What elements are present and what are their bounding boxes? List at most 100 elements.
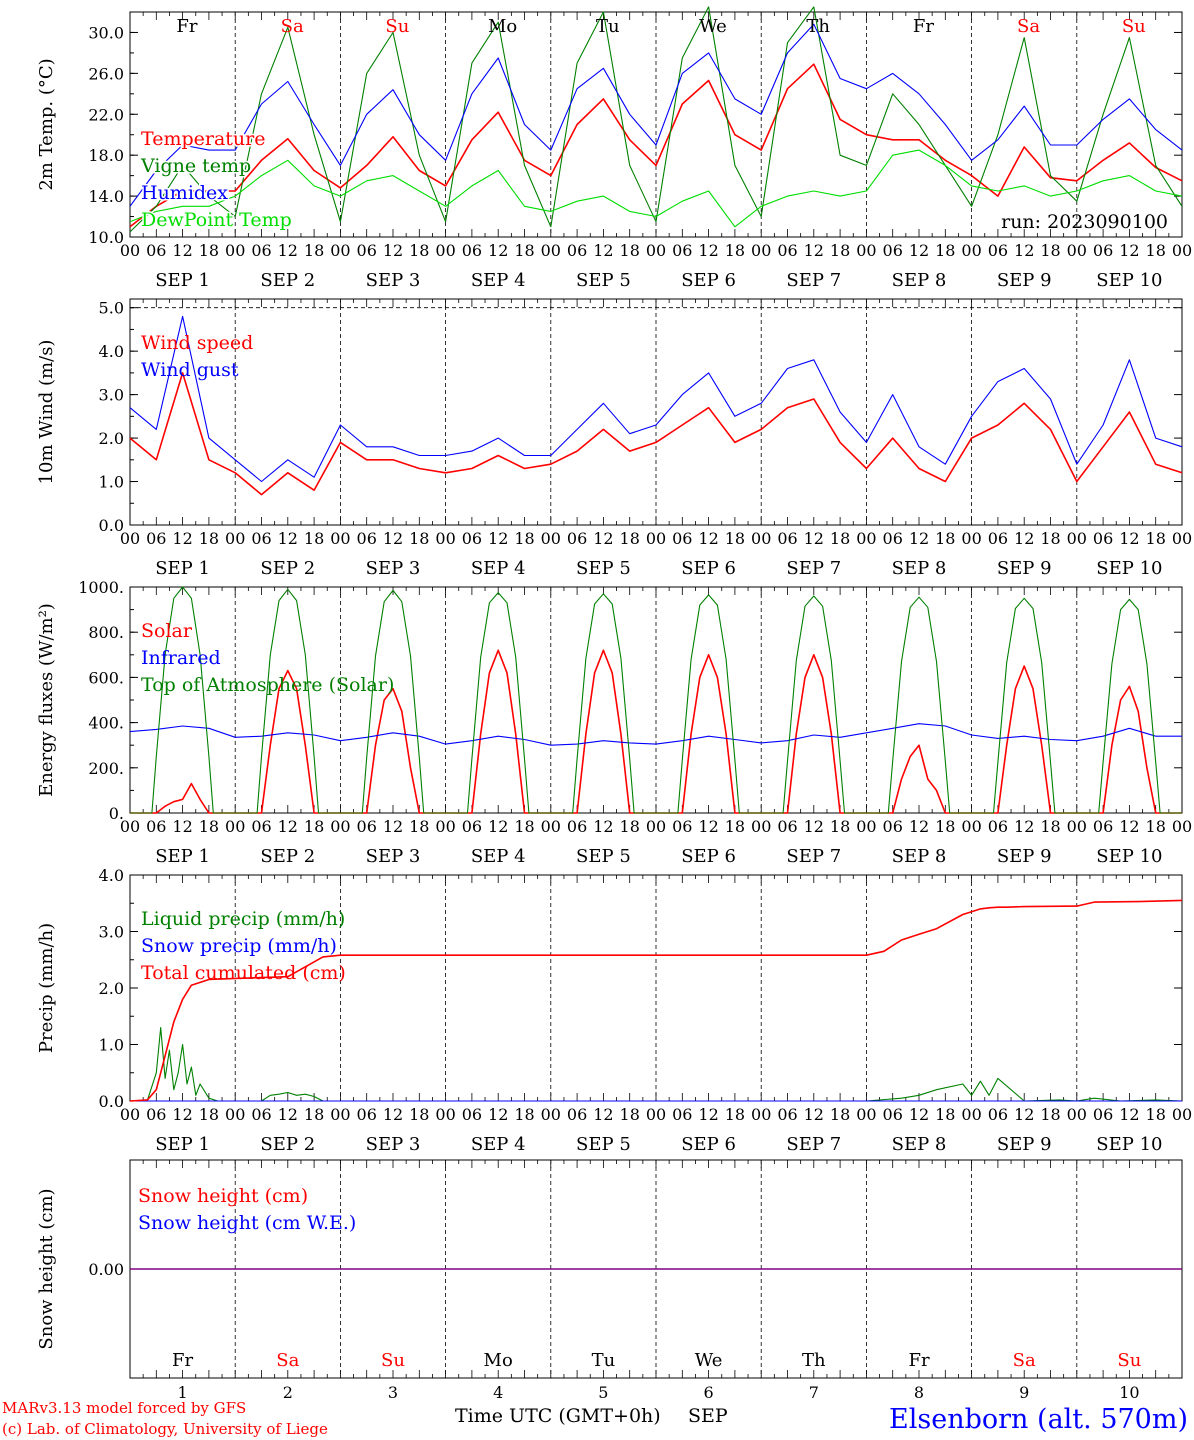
day-name: Sa <box>276 1350 299 1371</box>
hour-label: 12 <box>488 1105 508 1124</box>
day-name: Mo <box>488 16 517 37</box>
hour-label: 00 <box>961 817 981 836</box>
date-label: SEP 2 <box>260 846 315 867</box>
hour-label: 00 <box>856 817 876 836</box>
hour-label: 18 <box>1146 241 1166 260</box>
hour-label: 00 <box>541 1105 561 1124</box>
series-line-red <box>129 899 1183 1102</box>
hour-label: 00 <box>751 241 771 260</box>
y-tick-label: 4.0 <box>99 866 124 885</box>
hour-label: 06 <box>357 241 377 260</box>
hour-label: 18 <box>409 241 429 260</box>
y-axis-title: Energy fluxes (W/m²) <box>36 603 57 797</box>
hour-label: 06 <box>883 529 903 548</box>
hour-label: 00 <box>435 1105 455 1124</box>
hour-label: 18 <box>199 529 219 548</box>
day-name: Th <box>806 16 830 37</box>
date-label: SEP 4 <box>471 558 526 579</box>
legend-entry: Vigne temp <box>140 155 251 177</box>
hour-label: 00 <box>120 529 140 548</box>
hour-label: 12 <box>1119 817 1139 836</box>
hour-label: 00 <box>751 1105 771 1124</box>
date-label: SEP 7 <box>786 846 841 867</box>
hour-label: 06 <box>146 817 166 836</box>
panel-3: 0. 200. 400. 600. 800. 1000. Energy fluxes (W/… <box>36 578 1192 867</box>
y-tick-label: 22.0 <box>88 105 124 124</box>
legend-entry: Liquid precip (mm/h) <box>141 908 345 930</box>
hour-label: 00 <box>1067 817 1087 836</box>
series-line-lime <box>129 149 1183 228</box>
hour-label: 12 <box>804 241 824 260</box>
day-number: 9 <box>1019 1383 1029 1402</box>
hour-label: 12 <box>804 529 824 548</box>
hour-label: 00 <box>856 529 876 548</box>
hour-label: 00 <box>225 1105 245 1124</box>
date-label: SEP 3 <box>366 558 421 579</box>
hour-label: 06 <box>251 241 271 260</box>
y-tick-label: 0. <box>109 804 124 823</box>
month-label: SEP <box>688 1405 728 1427</box>
hour-label: 18 <box>620 1105 640 1124</box>
date-label: SEP 9 <box>997 846 1052 867</box>
hour-label: 00 <box>120 1105 140 1124</box>
hour-label: 00 <box>120 817 140 836</box>
legend-entry: Snow precip (mm/h) <box>141 935 337 957</box>
hour-label: 00 <box>646 1105 666 1124</box>
hour-label: 12 <box>909 529 929 548</box>
y-tick-label: 2.0 <box>99 979 124 998</box>
hour-label: 00 <box>856 1105 876 1124</box>
date-label: SEP 3 <box>366 1134 421 1155</box>
y-tick-label: 400. <box>88 714 124 733</box>
hour-label: 12 <box>383 241 403 260</box>
day-name: Su <box>1117 1350 1141 1371</box>
hour-label: 06 <box>251 529 271 548</box>
hour-label: 00 <box>856 241 876 260</box>
day-number: 1 <box>178 1383 188 1402</box>
hour-label: 12 <box>1014 817 1034 836</box>
hour-label: 00 <box>961 1105 981 1124</box>
hour-label: 12 <box>593 241 613 260</box>
hour-label: 00 <box>1172 1105 1192 1124</box>
legend-entry: Humidex <box>141 182 228 204</box>
hour-label: 00 <box>1172 529 1192 548</box>
y-axis-title: Snow height (cm) <box>36 1188 57 1349</box>
date-label: SEP 1 <box>155 270 210 291</box>
hour-label: 06 <box>462 1105 482 1124</box>
y-tick-label: 5.0 <box>99 299 124 318</box>
hour-label: 12 <box>278 241 298 260</box>
hour-label: 00 <box>225 241 245 260</box>
hour-label: 18 <box>830 817 850 836</box>
hour-label: 06 <box>567 241 587 260</box>
station-name: Elsenborn (alt. 570m) <box>889 1404 1188 1435</box>
hour-label: 06 <box>1093 241 1113 260</box>
date-label: SEP 6 <box>681 558 736 579</box>
date-label: SEP 10 <box>1096 558 1162 579</box>
day-name: Tu <box>592 1350 616 1371</box>
day-name: Fr <box>172 1350 193 1371</box>
hour-label: 06 <box>462 529 482 548</box>
hour-label: 18 <box>514 529 534 548</box>
hour-label: 18 <box>409 817 429 836</box>
hour-label: 12 <box>698 241 718 260</box>
hour-label: 00 <box>330 241 350 260</box>
hour-label: 06 <box>357 817 377 836</box>
hour-label: 18 <box>304 529 324 548</box>
date-label: SEP 8 <box>892 558 947 579</box>
hour-label: 18 <box>514 1105 534 1124</box>
hour-label: 06 <box>567 1105 587 1124</box>
hour-label: 12 <box>698 817 718 836</box>
hour-label: 00 <box>225 817 245 836</box>
date-label: SEP 1 <box>155 1134 210 1155</box>
hour-label: 12 <box>1119 241 1139 260</box>
hour-label: 18 <box>1146 1105 1166 1124</box>
day-name: Su <box>385 16 409 37</box>
hour-label: 18 <box>514 241 534 260</box>
hour-label: 18 <box>1040 529 1060 548</box>
hour-label: 18 <box>1040 241 1060 260</box>
hour-label: 18 <box>199 1105 219 1124</box>
y-tick-label: 18.0 <box>88 146 124 165</box>
date-label: SEP 3 <box>366 846 421 867</box>
date-label: SEP 8 <box>892 270 947 291</box>
day-number: 7 <box>809 1383 819 1402</box>
